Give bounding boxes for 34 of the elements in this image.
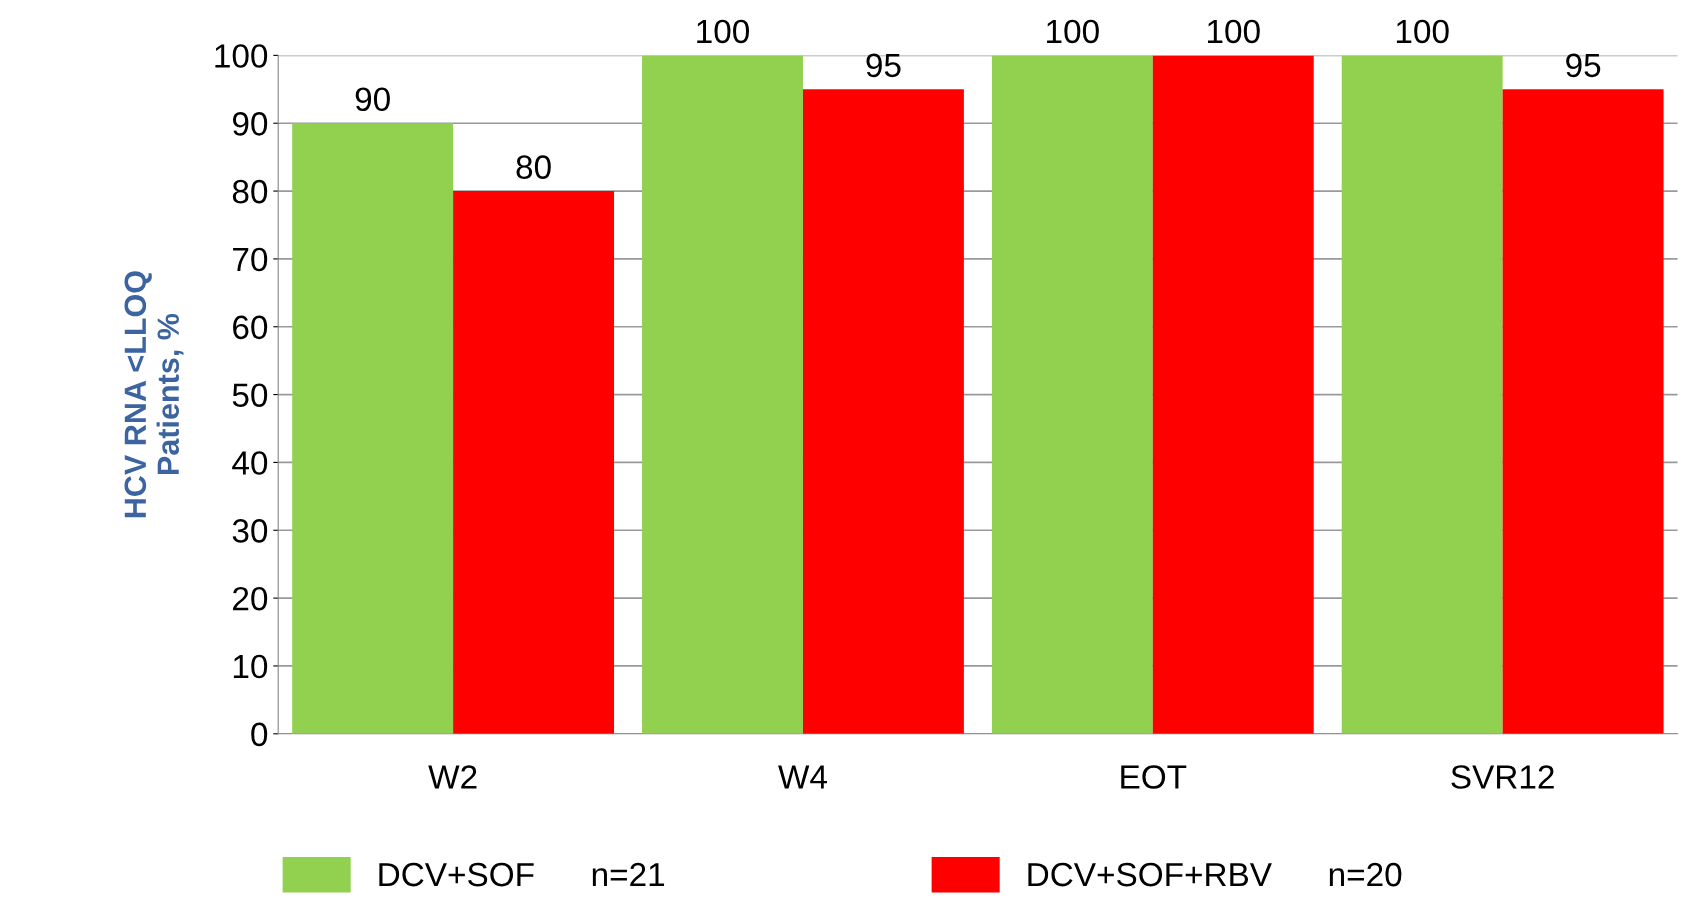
bar [292,123,454,734]
bar [453,191,615,734]
y-axis-title: HCV RNA <LLOQ Patients, % [124,271,184,518]
y-tick-label: 10 [233,654,268,679]
x-tick-label: W4 [778,765,827,789]
y-tick-label: 70 [233,247,268,272]
legend-label: DCV+SOF n=21 [379,862,665,887]
bar [1152,55,1314,734]
y-tick-label: 40 [232,451,268,475]
y-tick-label: 100 [215,44,268,68]
bar [1341,55,1503,734]
data-label: 100 [697,19,749,44]
y-tick-label: 0 [251,722,268,747]
x-tick-label: W2 [428,765,477,789]
data-label: 95 [1566,53,1601,78]
y-tick-label: 90 [232,112,268,136]
y-tick-label: 60 [233,315,268,340]
data-label: 95 [866,53,901,78]
y-tick-label: 80 [232,179,268,204]
bar [1502,89,1664,734]
bar [642,55,803,734]
bar [991,55,1153,734]
bar [802,89,964,734]
y-tick-label: 50 [232,383,268,407]
data-label: 100 [1047,19,1099,44]
x-tick-label: SVR12 [1451,765,1554,789]
data-label: 100 [1208,19,1260,44]
data-label: 80 [516,155,551,179]
data-label: 90 [355,87,390,112]
y-tick-label: 20 [233,586,268,611]
legend-label: DCV+SOF+RBV n=20 [1028,862,1402,887]
y-tick-label: 30 [232,519,268,543]
x-tick-label: EOT [1121,765,1187,789]
data-label: 100 [1396,19,1449,44]
